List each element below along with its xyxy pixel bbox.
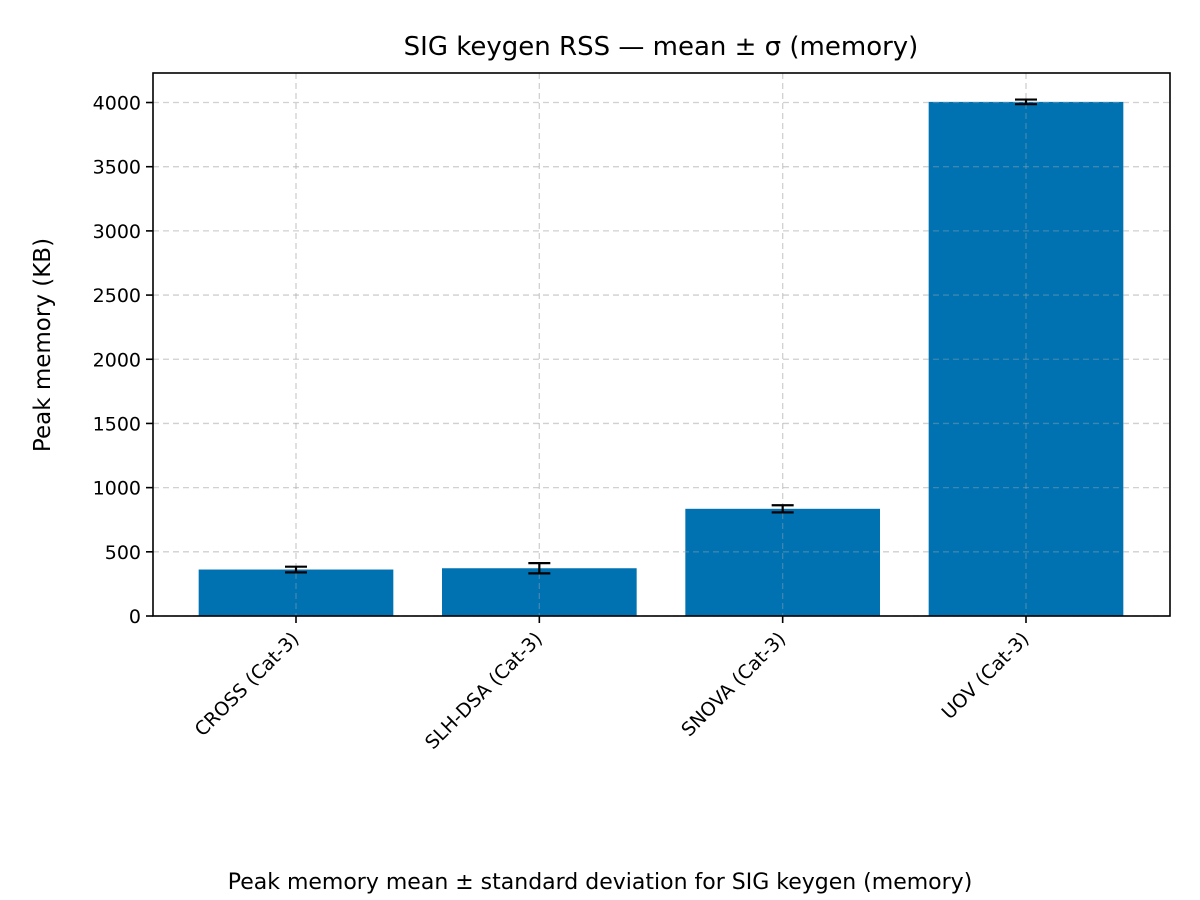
plot-area-frame <box>152 72 1171 617</box>
y-axis-label: Peak memory (KB) <box>30 238 56 452</box>
figure-caption: Peak memory mean ± standard deviation fo… <box>228 870 973 895</box>
x-axis-ticks: CROSS (Cat-3) SLH-DSA (Cat-3) SNOVA (Cat-3… <box>191 616 1034 754</box>
y-axis-ticks: 0 500 1000 1500 2000 2500 3000 3500 4000 <box>93 93 153 628</box>
bar <box>685 508 880 616</box>
x-tick-label: SLH-DSA (Cat-3) <box>421 628 547 754</box>
chart-title: SIG keygen RSS — mean ± σ (memory) <box>404 32 919 62</box>
y-tick-label: 1500 <box>93 413 141 435</box>
y-tick-label: 2500 <box>93 285 141 307</box>
x-tick-label: SNOVA (Cat-3) <box>677 628 790 741</box>
x-tick-label: CROSS (Cat-3) <box>191 628 304 741</box>
y-tick-label: 3500 <box>93 157 141 179</box>
error-bars <box>285 98 1037 575</box>
bar <box>928 101 1124 616</box>
y-tick-label: 3000 <box>93 221 141 243</box>
bar <box>198 569 394 616</box>
bars <box>198 101 1124 616</box>
y-tick-label: 0 <box>129 606 141 628</box>
bar <box>442 568 637 616</box>
y-tick-label: 4000 <box>93 93 141 115</box>
x-tick-label: UOV (Cat-3) <box>938 628 1034 724</box>
grid-overlay <box>153 73 1170 617</box>
y-tick-label: 500 <box>105 542 141 564</box>
y-tick-label: 2000 <box>93 349 141 371</box>
y-tick-label: 1000 <box>93 478 141 500</box>
